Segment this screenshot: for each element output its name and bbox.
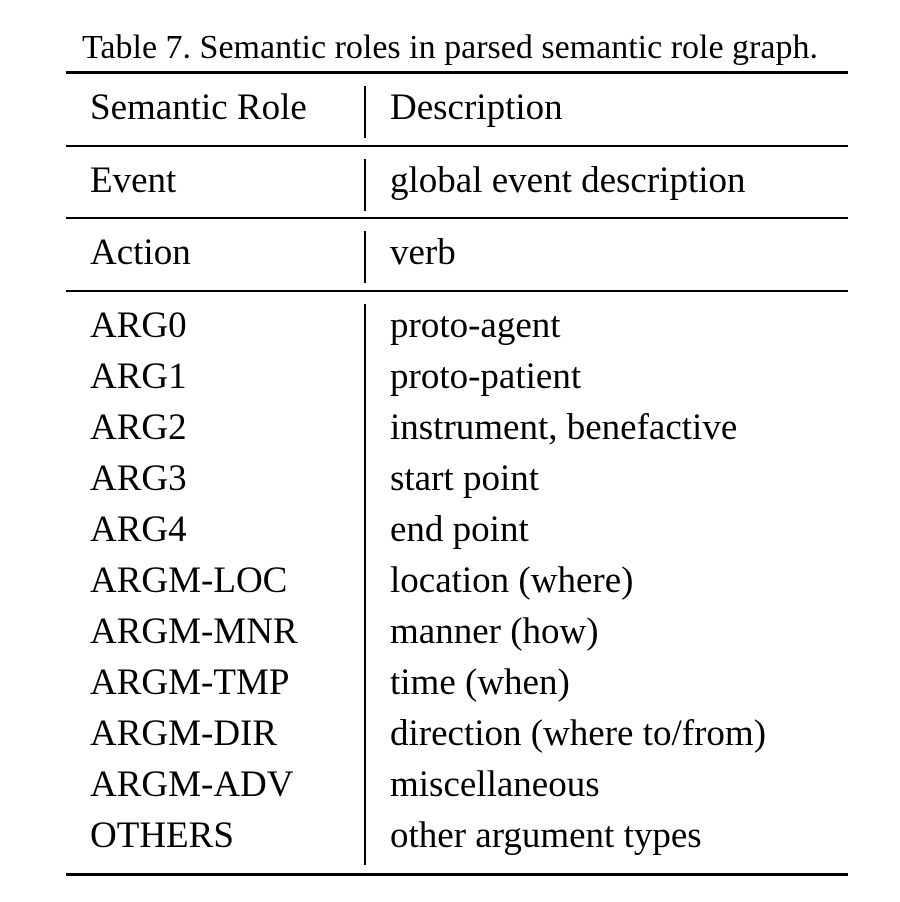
row-argm-adv-role: ARGM-ADV <box>90 764 294 805</box>
row-arg4-role: ARG4 <box>90 509 187 550</box>
bottom-rule <box>66 873 848 876</box>
row-action-role: Action <box>90 232 191 273</box>
row-others-description: other argument types <box>390 815 702 856</box>
column-divider <box>364 231 366 283</box>
row-argm-tmp-role: ARGM-TMP <box>90 662 290 703</box>
table-caption: Table 7. Semantic roles in parsed semant… <box>82 29 818 66</box>
row-argm-loc-description: location (where) <box>390 560 634 601</box>
row-argm-loc-role: ARGM-LOC <box>90 560 288 601</box>
group-rule <box>66 290 848 292</box>
row-argm-adv-description: miscellaneous <box>390 764 600 805</box>
column-divider <box>364 304 366 865</box>
header-semantic-role: Semantic Role <box>90 87 307 128</box>
header-description: Description <box>390 87 563 128</box>
column-divider <box>364 159 366 211</box>
header-rule <box>66 145 848 147</box>
row-arg1-role: ARG1 <box>90 356 187 397</box>
row-argm-tmp-description: time (when) <box>390 662 570 703</box>
row-action-description: verb <box>390 232 456 273</box>
row-arg2-description: instrument, benefactive <box>390 407 738 448</box>
row-arg3-description: start point <box>390 458 540 499</box>
row-argm-dir-description: direction (where to/from) <box>390 713 767 754</box>
column-divider <box>364 86 366 138</box>
row-arg3-role: ARG3 <box>90 458 187 499</box>
group-rule <box>66 217 848 219</box>
row-argm-dir-role: ARGM-DIR <box>90 713 278 754</box>
row-arg0-description: proto-agent <box>390 305 561 346</box>
row-arg0-role: ARG0 <box>90 305 187 346</box>
row-argm-mnr-role: ARGM-MNR <box>90 611 298 652</box>
row-argm-mnr-description: manner (how) <box>390 611 599 652</box>
row-arg4-description: end point <box>390 509 529 550</box>
top-rule <box>66 71 848 74</box>
row-arg1-description: proto-patient <box>390 356 582 397</box>
row-others-role: OTHERS <box>90 815 234 856</box>
row-event-description: global event description <box>390 160 746 201</box>
row-arg2-role: ARG2 <box>90 407 187 448</box>
row-event-role: Event <box>90 160 177 201</box>
